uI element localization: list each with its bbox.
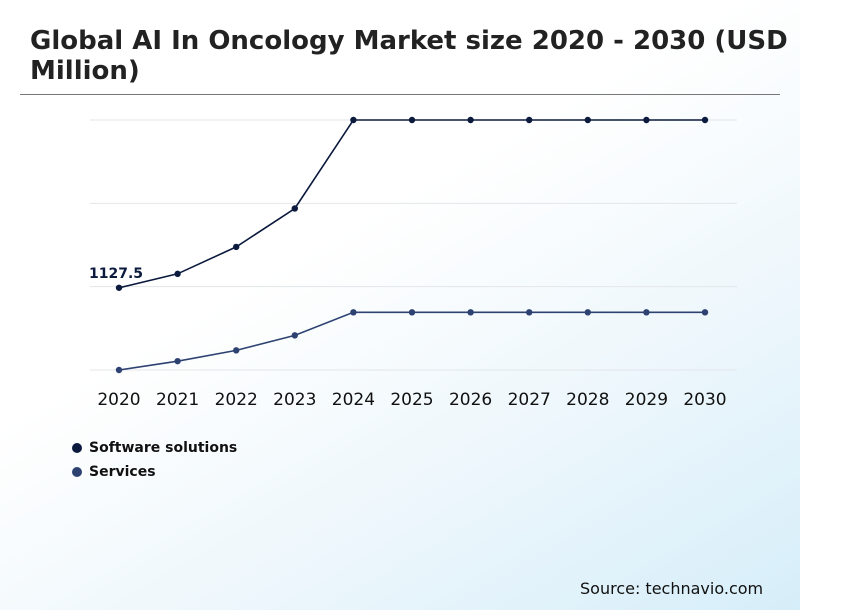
x-tick-label: 2030 [683, 390, 726, 410]
x-tick-label: 2024 [332, 390, 375, 410]
legend-swatch [72, 467, 82, 477]
data-point [115, 284, 123, 291]
chart-background [0, 0, 800, 610]
data-point [584, 309, 591, 316]
x-axis-tick-labels: 2020 2021 2022 2023 2024 2025 2026 2027 2028 2029… [97, 390, 726, 410]
data-point [291, 332, 298, 339]
data-point [408, 116, 416, 124]
data-point [643, 116, 650, 124]
line-chart: 1127.5 2020 2021 2022 2023 2024 2025 2026 2027 2… [89, 116, 737, 410]
data-point [526, 309, 533, 316]
series-line-2 [118, 311, 705, 371]
data-label: 1127.5 [89, 266, 143, 282]
data-point [291, 205, 298, 212]
legend-item: Services [72, 460, 237, 484]
data-point [350, 309, 357, 316]
series-line-1 [118, 119, 705, 289]
data-labels: 1127.5 [89, 266, 143, 282]
data-point [701, 116, 709, 124]
data-point [174, 270, 181, 278]
data-point [350, 116, 357, 124]
data-point [643, 309, 650, 316]
legend-swatch [72, 443, 82, 453]
x-tick-label: 2026 [449, 390, 492, 410]
data-point [584, 116, 591, 124]
legend-label: Software solutions [89, 440, 238, 456]
x-tick-label: 2021 [156, 390, 199, 410]
x-tick-label: 2020 [97, 390, 140, 410]
x-tick-label: 2028 [566, 390, 609, 410]
chart-legend: Software solutions Services [72, 436, 237, 484]
data-point [526, 116, 533, 124]
x-tick-label: 2022 [215, 390, 258, 410]
data-point [115, 366, 123, 374]
x-tick-label: 2023 [273, 390, 316, 410]
data-point [233, 243, 240, 251]
x-tick-label: 2029 [625, 390, 668, 410]
data-point [408, 309, 416, 316]
source-note: Source: technavio.com [580, 579, 764, 598]
data-point [701, 309, 709, 316]
series-lines [118, 119, 705, 371]
gridlines [90, 119, 737, 371]
data-point [174, 357, 181, 365]
legend-item: Software solutions [72, 436, 237, 460]
data-point [233, 347, 240, 354]
x-tick-label: 2025 [390, 390, 433, 410]
series-points [115, 116, 709, 374]
chart-title: Global AI In Oncology Market size 2020 -… [30, 26, 788, 86]
data-point [467, 116, 474, 124]
title-divider [20, 94, 780, 95]
legend-label: Services [89, 464, 156, 480]
data-point [467, 309, 474, 316]
x-tick-label: 2027 [508, 390, 551, 410]
